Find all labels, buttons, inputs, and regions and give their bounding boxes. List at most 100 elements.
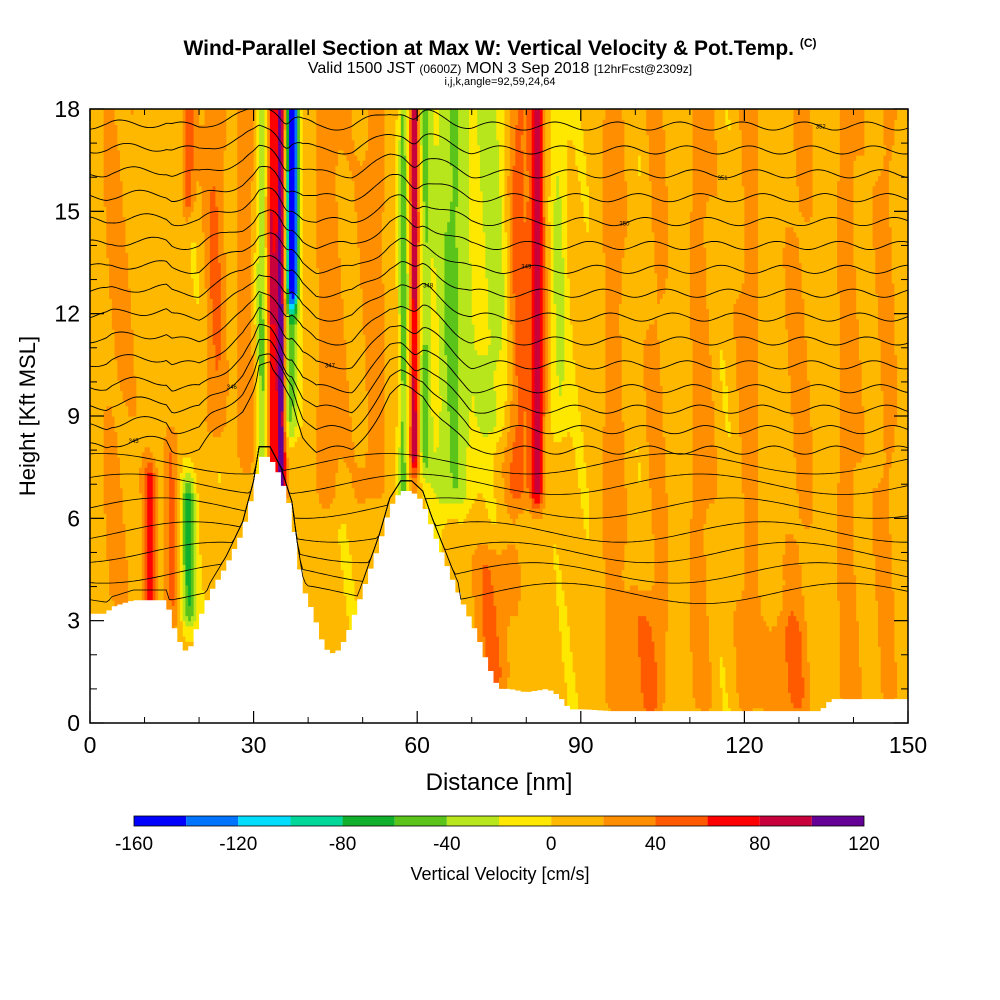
w-cell xyxy=(545,410,549,723)
w-cell xyxy=(711,400,716,504)
w-cell xyxy=(512,543,516,617)
w-cell xyxy=(572,359,576,448)
w-cell xyxy=(289,109,293,294)
w-cell xyxy=(722,359,726,412)
w-cell xyxy=(695,109,699,709)
w-cell xyxy=(738,436,743,601)
w-cell xyxy=(261,109,266,320)
w-cell xyxy=(689,109,694,212)
w-cell xyxy=(796,543,800,622)
colorbar: -160 -120 -80 -40 0 40 80 120 xyxy=(115,815,880,855)
w-cell xyxy=(231,109,236,723)
w-cell xyxy=(703,216,707,248)
w-cell xyxy=(193,242,197,299)
w-cell xyxy=(212,185,217,345)
w-cell xyxy=(114,124,118,361)
w-cell xyxy=(346,467,350,540)
w-cell xyxy=(114,109,118,125)
isentrope-line xyxy=(90,306,908,370)
w-cell xyxy=(141,451,146,601)
w-cell xyxy=(790,610,795,704)
w-cell xyxy=(291,109,296,299)
w-cell xyxy=(411,467,416,478)
w-cell xyxy=(638,462,642,484)
w-cell xyxy=(359,165,364,289)
w-cell xyxy=(703,109,707,218)
w-cell xyxy=(422,462,426,478)
w-cell xyxy=(411,462,416,468)
w-cell xyxy=(422,201,426,345)
w-cell xyxy=(458,109,462,504)
colorbar-swatch xyxy=(290,816,343,826)
w-cell xyxy=(888,533,893,709)
w-cell xyxy=(507,625,511,663)
w-cell xyxy=(373,109,377,499)
w-cell xyxy=(130,114,135,330)
w-cell xyxy=(411,375,416,463)
w-cell xyxy=(182,620,187,637)
w-cell xyxy=(512,615,516,723)
w-cell xyxy=(515,375,519,427)
w-cell xyxy=(343,109,347,156)
w-cell xyxy=(488,344,492,432)
w-cell xyxy=(509,543,514,617)
w-cell xyxy=(638,656,642,723)
w-cell xyxy=(250,109,255,182)
w-cell xyxy=(204,421,208,622)
w-cell xyxy=(785,329,789,535)
w-cell xyxy=(267,165,271,325)
w-cell xyxy=(256,359,260,494)
w-cell xyxy=(782,247,786,269)
w-cell xyxy=(387,109,391,723)
w-cell xyxy=(561,257,566,381)
w-cell xyxy=(439,109,443,397)
w-cell xyxy=(359,288,364,468)
w-cell xyxy=(286,288,290,305)
w-cell xyxy=(717,109,721,723)
w-cell xyxy=(185,221,189,458)
w-cell xyxy=(125,405,129,560)
w-cell xyxy=(343,462,347,525)
w-cell xyxy=(616,109,620,723)
w-cell xyxy=(351,487,356,581)
w-cell xyxy=(839,109,844,699)
colorbar-swatch xyxy=(759,816,812,826)
terrain-mask xyxy=(90,456,908,723)
w-cell xyxy=(883,462,887,704)
w-cell xyxy=(796,620,800,709)
w-cell xyxy=(428,109,432,484)
w-cell xyxy=(218,436,222,473)
colorbar-tick-label: 40 xyxy=(645,834,666,855)
w-cell xyxy=(449,109,454,166)
w-cell xyxy=(147,109,151,448)
w-cell xyxy=(409,426,413,458)
w-cell xyxy=(471,323,476,397)
w-cell xyxy=(365,451,369,499)
w-cell xyxy=(289,436,293,448)
w-cell xyxy=(580,201,585,432)
w-cell xyxy=(703,554,707,714)
w-cell xyxy=(621,421,626,571)
w-cell xyxy=(520,513,525,723)
w-cell xyxy=(613,109,617,719)
w-cell xyxy=(190,170,195,212)
x-tick-label: 120 xyxy=(725,732,763,758)
w-cell xyxy=(234,109,238,723)
w-cell xyxy=(269,211,274,325)
w-cell xyxy=(872,554,876,723)
w-cell xyxy=(447,502,451,519)
w-cell xyxy=(433,451,437,494)
w-cell xyxy=(768,109,773,632)
w-cell xyxy=(174,109,178,432)
w-cell xyxy=(804,528,808,622)
w-cell xyxy=(111,109,116,330)
w-cell xyxy=(256,109,260,264)
w-cell xyxy=(324,109,328,509)
w-cell xyxy=(575,109,579,166)
w-cell xyxy=(280,303,285,412)
y-tick-label: 12 xyxy=(54,301,80,327)
w-cell xyxy=(291,303,296,310)
w-cell xyxy=(239,109,244,468)
w-cell xyxy=(346,160,350,381)
w-cell xyxy=(357,467,361,504)
